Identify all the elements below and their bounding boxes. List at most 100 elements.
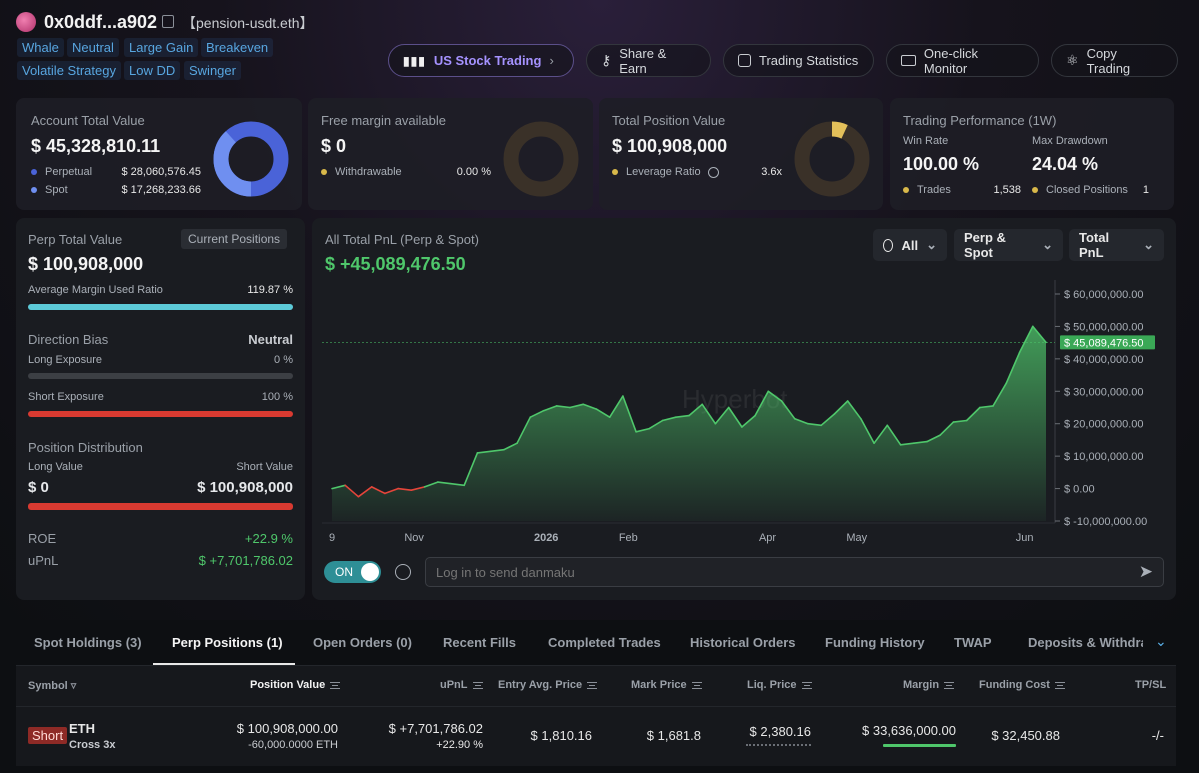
upnl-value: $ +7,701,786.02 xyxy=(198,553,293,568)
send-icon[interactable]: ➤ xyxy=(1138,562,1153,581)
sort-icon[interactable] xyxy=(944,681,955,689)
tag-neutral[interactable]: Neutral xyxy=(67,38,119,57)
th-liq[interactable]: Liq. Price xyxy=(747,679,812,691)
th-upnl[interactable]: uPnL xyxy=(440,679,483,691)
danmaku-toggle[interactable]: ON xyxy=(324,561,381,583)
withdrawable-label: Withdrawable xyxy=(335,166,402,178)
pnl-line-segment xyxy=(556,405,571,409)
tab-historical-orders[interactable]: Historical Orders xyxy=(690,635,796,650)
pnl-line-segment xyxy=(992,382,1008,407)
share-earn-button[interactable]: ⚷ Share & Earn xyxy=(586,44,711,77)
trading-statistics-button[interactable]: Trading Statistics xyxy=(723,44,874,77)
x-tick-label: Nov xyxy=(404,532,424,544)
trades-label: Trades xyxy=(917,184,951,196)
x-tick-label: 9 xyxy=(329,532,335,544)
row-funding: $ 32,450.88 xyxy=(991,728,1060,743)
sort-icon[interactable] xyxy=(330,681,341,689)
copy-icon[interactable] xyxy=(162,15,174,28)
avg-margin-label: Average Margin Used Ratio xyxy=(28,284,163,296)
pnl-line-segment xyxy=(608,395,624,418)
th-entry[interactable]: Entry Avg. Price xyxy=(498,679,598,691)
row-tpsl[interactable]: -/- xyxy=(1151,728,1164,743)
th-position-value-label: Position Value xyxy=(250,679,326,691)
tab-spot-holdings[interactable]: Spot Holdings (3) xyxy=(34,635,142,650)
tab-recent-fills[interactable]: Recent Fills xyxy=(443,635,516,650)
row-symbol[interactable]: ETH xyxy=(69,721,95,736)
trades-value: 1,538 xyxy=(993,184,1021,196)
th-margin[interactable]: Margin xyxy=(903,679,955,691)
pnl-line-segment xyxy=(622,395,637,433)
direction-label: Direction Bias xyxy=(28,332,109,347)
tag-large-gain[interactable]: Large Gain xyxy=(124,38,199,57)
pnl-line-segment xyxy=(450,482,465,487)
pnl-line-segment xyxy=(674,414,690,418)
leverage-row: Leverage Ratio 3.6x xyxy=(612,166,782,178)
th-funding[interactable]: Funding Cost xyxy=(979,679,1065,691)
th-funding-label: Funding Cost xyxy=(979,679,1050,691)
us-stock-trading-button[interactable]: ▮▮▮ US Stock Trading › xyxy=(388,44,574,77)
sort-icon[interactable] xyxy=(801,681,812,689)
account-value: $ 45,328,810.11 xyxy=(31,136,161,156)
th-margin-label: Margin xyxy=(903,679,940,691)
pnl-line-segment xyxy=(780,400,796,420)
pnl-line-segment xyxy=(899,442,915,446)
chevron-down-icon: ⌄ xyxy=(1143,237,1154,252)
sort-icon[interactable] xyxy=(1054,681,1065,689)
chevron-down-icon: ⌄ xyxy=(926,237,937,252)
pnl-line-segment xyxy=(384,487,399,495)
tag-volatile-strategy[interactable]: Volatile Strategy xyxy=(17,61,121,80)
th-symbol[interactable]: Symbol ▿ xyxy=(28,679,76,692)
long-amount: $ 0 xyxy=(28,479,49,496)
time-filter-select[interactable]: All ⌄ xyxy=(873,229,947,261)
tab-open-orders[interactable]: Open Orders (0) xyxy=(313,635,412,650)
danmaku-input[interactable] xyxy=(426,558,1126,586)
pnl-line-segment xyxy=(912,440,928,444)
copy-trading-button[interactable]: ⚛ Copy Trading xyxy=(1051,44,1178,77)
tag-breakeven[interactable]: Breakeven xyxy=(201,38,274,57)
perp-value: $ 100,908,000 xyxy=(28,254,144,274)
donut-empty xyxy=(503,121,579,197)
position-card: Total Position Value $ 100,908,000 Lever… xyxy=(599,98,883,210)
sort-icon[interactable] xyxy=(691,681,702,689)
time-filter-value: All xyxy=(901,237,919,253)
x-tick-label: 2026 xyxy=(534,532,558,544)
th-mark[interactable]: Mark Price xyxy=(631,679,702,691)
closed-label: Closed Positions xyxy=(1046,184,1128,196)
pnl-line-segment xyxy=(965,406,981,422)
pnl-line-segment xyxy=(529,409,545,418)
pnl-line-segment xyxy=(833,400,849,415)
settings-icon[interactable] xyxy=(395,564,411,580)
pnl-line-segment xyxy=(437,481,452,485)
side-badge: Short xyxy=(28,727,68,744)
y-tick-label: $ 20,000,000.00 xyxy=(1064,419,1144,431)
sort-icon[interactable] xyxy=(587,681,598,689)
tag-whale[interactable]: Whale xyxy=(17,38,64,57)
type-filter-select[interactable]: Perp & Spot ⌄ xyxy=(954,229,1063,261)
tab-twap[interactable]: TWAP xyxy=(954,635,992,650)
account-donut xyxy=(213,121,289,197)
closed-value: 1 xyxy=(1142,184,1149,196)
row-margin[interactable]: $ 33,636,000.00 xyxy=(862,723,956,738)
tag-swinger[interactable]: Swinger xyxy=(184,61,241,80)
pnl-line-segment xyxy=(741,414,756,428)
y-tick-label: $ 40,000,000.00 xyxy=(1064,354,1144,366)
current-positions-button[interactable]: Current Positions xyxy=(181,229,288,249)
tab-deposits-withdraw[interactable]: Deposits & Withdraw xyxy=(1028,635,1143,650)
y-tick-label: $ 10,000,000.00 xyxy=(1064,451,1144,463)
filter-icon[interactable]: ▿ xyxy=(70,680,77,692)
th-position-value[interactable]: Position Value xyxy=(250,679,341,691)
direction-value: Neutral xyxy=(248,332,293,347)
tag-low-dd[interactable]: Low DD xyxy=(124,61,181,80)
chevron-down-icon[interactable]: ⌄ xyxy=(1155,633,1167,649)
info-icon[interactable] xyxy=(707,166,719,178)
avatar xyxy=(16,12,36,32)
pnl-label: All Total PnL (Perp & Spot) xyxy=(325,232,479,247)
withdrawable-row: Withdrawable 0.00 % xyxy=(321,166,491,178)
tab-funding-history[interactable]: Funding History xyxy=(825,635,925,650)
metric-filter-select[interactable]: Total PnL ⌄ xyxy=(1069,229,1164,261)
tab-completed-trades[interactable]: Completed Trades xyxy=(548,635,661,650)
tab-perp-positions[interactable]: Perp Positions (1) xyxy=(172,635,283,650)
one-click-monitor-button[interactable]: One-click Monitor xyxy=(886,44,1039,77)
pnl-line-segment xyxy=(503,442,518,451)
sort-icon[interactable] xyxy=(472,681,483,689)
